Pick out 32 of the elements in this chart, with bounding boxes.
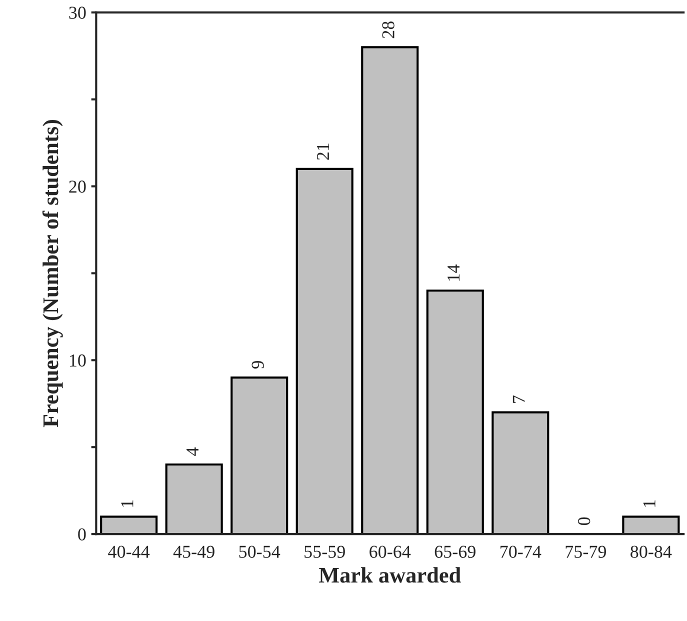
- x-tick-label: 60-64: [370, 546, 411, 558]
- data-label: 1: [121, 500, 134, 507]
- bar: [492, 411, 550, 534]
- data-label: 28: [382, 21, 394, 38]
- y-axis-title: Frequency (Number of students): [42, 120, 63, 428]
- x-axis-title: Mark awarded: [318, 567, 461, 583]
- bar: [426, 290, 484, 534]
- x-tick-label: 75-79: [566, 546, 606, 558]
- y-tick-label: 30: [69, 6, 86, 19]
- data-label: 0: [578, 517, 590, 526]
- bar: [296, 168, 354, 534]
- bar: [230, 376, 288, 534]
- x-tick-label: 45-49: [173, 546, 214, 558]
- data-label: 14: [448, 264, 460, 281]
- x-tick-label: 55-59: [304, 546, 345, 558]
- bar: [361, 46, 419, 534]
- x-tick-label: 70-74: [500, 546, 542, 558]
- y-tick-label: 0: [78, 528, 86, 540]
- data-label: 4: [186, 447, 198, 456]
- bar: [622, 516, 680, 534]
- x-tick-label: 50-54: [239, 546, 280, 558]
- x-tick-label: 80-84: [630, 546, 672, 558]
- y-tick-label: 20: [69, 180, 86, 193]
- bar: [165, 463, 223, 534]
- bar: [100, 516, 158, 534]
- x-tick-label: 65-69: [434, 546, 476, 558]
- data-label: 1: [643, 500, 656, 507]
- x-tick-label: 40-44: [108, 546, 150, 558]
- data-label: 7: [512, 396, 525, 403]
- y-tick-label: 10: [70, 354, 86, 367]
- data-label: 21: [316, 144, 329, 160]
- data-label: 9: [252, 360, 264, 369]
